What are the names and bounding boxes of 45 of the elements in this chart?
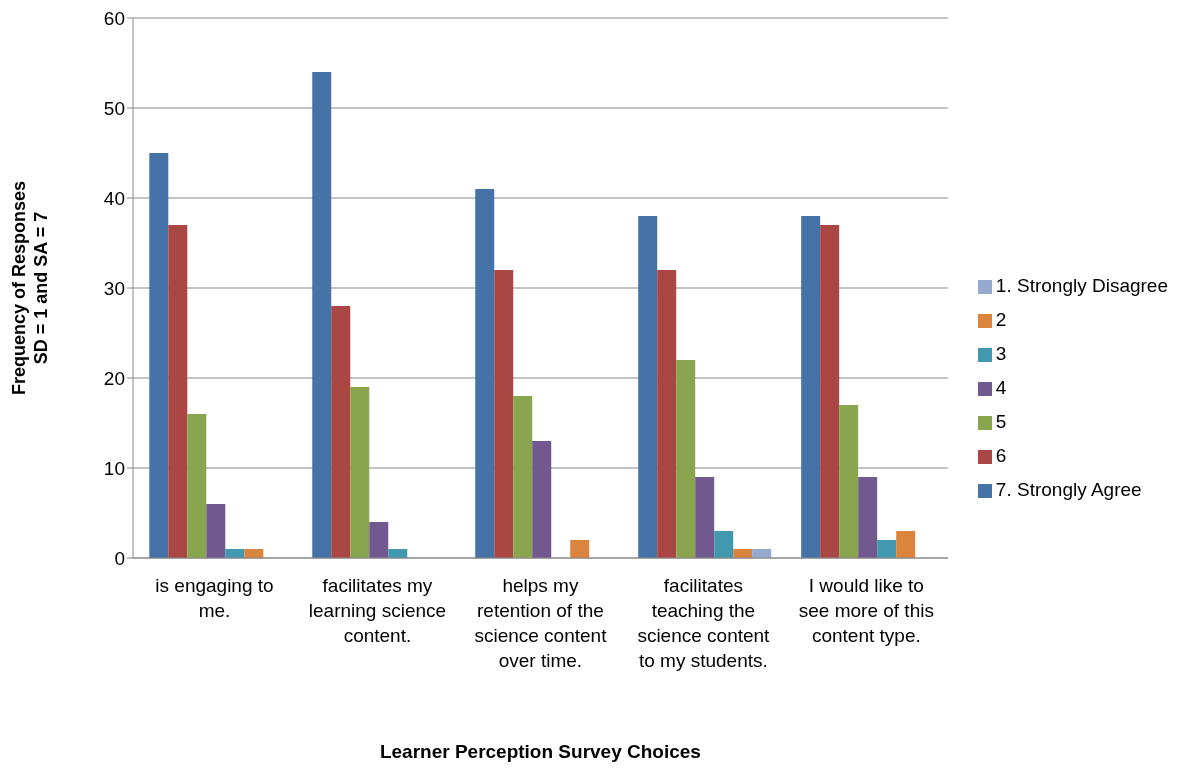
bar xyxy=(657,270,677,558)
y-tick-label: 10 xyxy=(103,457,125,479)
y-tick-label: 40 xyxy=(103,187,125,209)
bar xyxy=(350,387,370,558)
bar xyxy=(149,153,169,558)
y-tick-label: 30 xyxy=(103,277,125,299)
bar xyxy=(695,477,715,558)
y-tick-label: 0 xyxy=(114,547,125,569)
y-tick-label: 20 xyxy=(103,367,125,389)
bar xyxy=(676,360,696,558)
bar xyxy=(475,189,495,558)
bar xyxy=(331,306,351,558)
legend-label: 3 xyxy=(995,343,1007,364)
bar xyxy=(494,270,514,558)
bar xyxy=(168,225,188,558)
bar xyxy=(570,540,590,558)
legend-label: 7. Strongly Agree xyxy=(995,479,1142,500)
bar xyxy=(801,216,821,558)
bar xyxy=(532,441,552,558)
bar xyxy=(896,531,916,558)
bar xyxy=(206,504,226,558)
bar xyxy=(877,540,897,558)
y-tick-label: 50 xyxy=(103,97,125,119)
x-tick-label: I would like to see more of this content type. xyxy=(798,575,934,646)
legend-label: 6 xyxy=(995,445,1007,466)
bar xyxy=(714,531,734,558)
y-tick-label: 60 xyxy=(103,7,125,29)
x-tick-label: is engaging to me. xyxy=(155,575,274,621)
bar xyxy=(820,225,840,558)
x-axis-title: Learner Perception Survey Choices xyxy=(379,741,701,762)
bar xyxy=(638,216,658,558)
bar xyxy=(513,396,533,558)
bar xyxy=(312,72,332,558)
x-tick-label: facilitates teaching the science content to my students. xyxy=(637,575,771,671)
x-tick-label: facilitates my learning science content. xyxy=(308,575,447,646)
legend-label: 4 xyxy=(995,377,1007,398)
legend-label: 1. Strongly Disagree xyxy=(995,275,1168,296)
x-tick-label: helps my retention of the science content over time. xyxy=(474,575,608,671)
bar xyxy=(858,477,878,558)
bar xyxy=(187,414,207,558)
legend-label: 2 xyxy=(995,309,1007,330)
bar xyxy=(839,405,859,558)
y-axis-title: Frequency of Responses SD = 1 and SA = 7 xyxy=(9,180,51,396)
bar xyxy=(369,522,389,558)
legend-label: 5 xyxy=(995,411,1007,432)
